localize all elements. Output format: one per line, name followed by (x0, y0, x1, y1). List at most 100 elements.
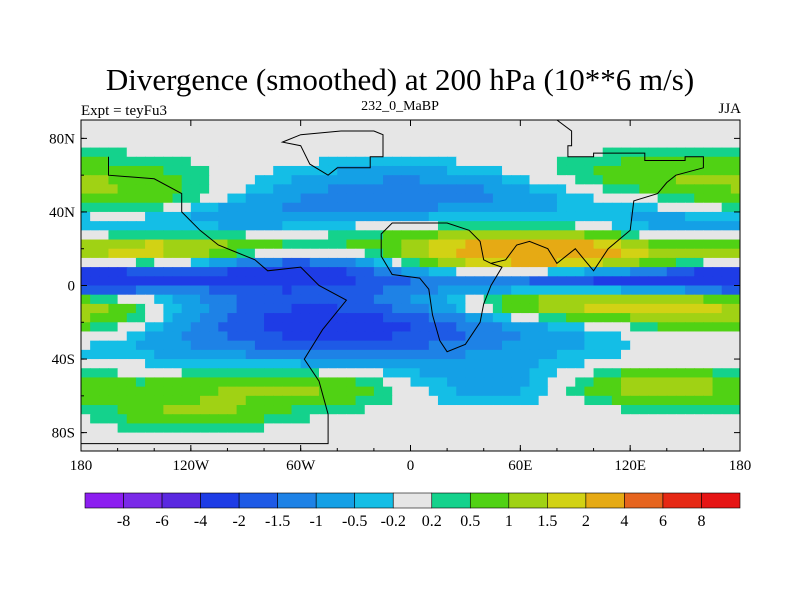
field-cell (694, 165, 704, 176)
field-cell (309, 386, 320, 397)
field-cell (117, 432, 128, 443)
field-cell (190, 165, 201, 176)
field-cell (566, 230, 576, 241)
field-cell (383, 340, 393, 351)
field-cell (300, 184, 311, 195)
field-cell (730, 147, 740, 158)
field-cell (172, 230, 183, 241)
field-cell (437, 313, 448, 323)
field-cell (556, 405, 567, 415)
field-cell (492, 230, 503, 241)
field-cell (199, 211, 210, 222)
field-cell (556, 184, 567, 195)
field-cell (337, 331, 348, 342)
field-cell (99, 120, 110, 130)
field-cell (575, 303, 585, 314)
field-cell (154, 303, 164, 314)
field-cell (227, 349, 238, 360)
field-cell (254, 386, 265, 397)
field-cell (666, 156, 677, 167)
field-cell (190, 156, 201, 167)
field-cell (602, 138, 613, 149)
field-cell (90, 248, 100, 259)
field-cell (666, 175, 677, 185)
field-cell (639, 138, 650, 149)
field-cell (209, 257, 219, 268)
field-cell (648, 120, 659, 130)
field-cell (145, 423, 155, 434)
field-cell (145, 386, 155, 397)
field-cell (145, 230, 155, 241)
field-cell (227, 377, 238, 388)
field-cell (90, 156, 100, 167)
field-cell (181, 303, 192, 314)
field-cell (309, 202, 320, 213)
field-cell (90, 257, 100, 268)
field-cell (163, 202, 174, 213)
field-cell (547, 267, 558, 277)
field-cell (99, 257, 110, 268)
field-cell (675, 395, 686, 406)
field-cell (639, 395, 650, 406)
field-cell (163, 221, 174, 231)
field-cell (584, 230, 595, 241)
field-cell (593, 368, 604, 379)
field-cell (474, 386, 485, 397)
field-cell (181, 239, 192, 250)
field-cell (126, 349, 137, 360)
field-cell (410, 359, 421, 369)
field-cell (419, 138, 430, 149)
field-cell (108, 230, 119, 241)
field-cell (337, 239, 348, 250)
field-cell (437, 368, 448, 379)
field-cell (90, 267, 100, 277)
field-cell (447, 432, 457, 443)
field-cell (135, 414, 146, 425)
field-cell (401, 221, 412, 231)
field-cell (236, 368, 247, 379)
colorbar-label: -0.5 (342, 513, 367, 530)
field-cell (163, 175, 174, 185)
field-cell (337, 211, 348, 222)
field-cell (474, 257, 485, 268)
field-cell (721, 313, 732, 323)
field-cell (502, 303, 512, 314)
field-cell (282, 395, 293, 406)
field-cell (428, 395, 439, 406)
field-cell (364, 239, 375, 250)
field-cell (538, 156, 549, 167)
field-cell (502, 423, 512, 434)
field-cell (337, 267, 348, 277)
field-cell (630, 193, 640, 204)
field-cell (273, 221, 283, 231)
field-cell (126, 313, 137, 323)
field-cell (712, 211, 723, 222)
field-cell (447, 441, 457, 451)
field-cell (209, 423, 219, 434)
field-cell (218, 221, 229, 231)
field-cell (227, 414, 238, 425)
field-cell (264, 377, 274, 388)
field-cell (712, 138, 723, 149)
field-cell (373, 202, 384, 213)
colorbar-label: 0.5 (460, 513, 480, 530)
field-cell (556, 285, 567, 296)
field-cell (657, 221, 668, 231)
field-cell (556, 423, 567, 434)
field-cell (318, 322, 329, 333)
field-cell (154, 441, 164, 451)
field-cell (318, 193, 329, 204)
field-cell (172, 340, 183, 351)
field-cell (447, 359, 457, 369)
field-cell (575, 414, 585, 425)
field-cell (547, 202, 558, 213)
field-cell (621, 349, 631, 360)
field-cell (657, 138, 668, 149)
field-cell (611, 285, 622, 296)
field-cell (492, 239, 503, 250)
field-cell (547, 340, 558, 351)
field-cell (721, 414, 732, 425)
field-cell (135, 313, 146, 323)
field-cell (337, 340, 348, 351)
field-cell (126, 184, 137, 195)
